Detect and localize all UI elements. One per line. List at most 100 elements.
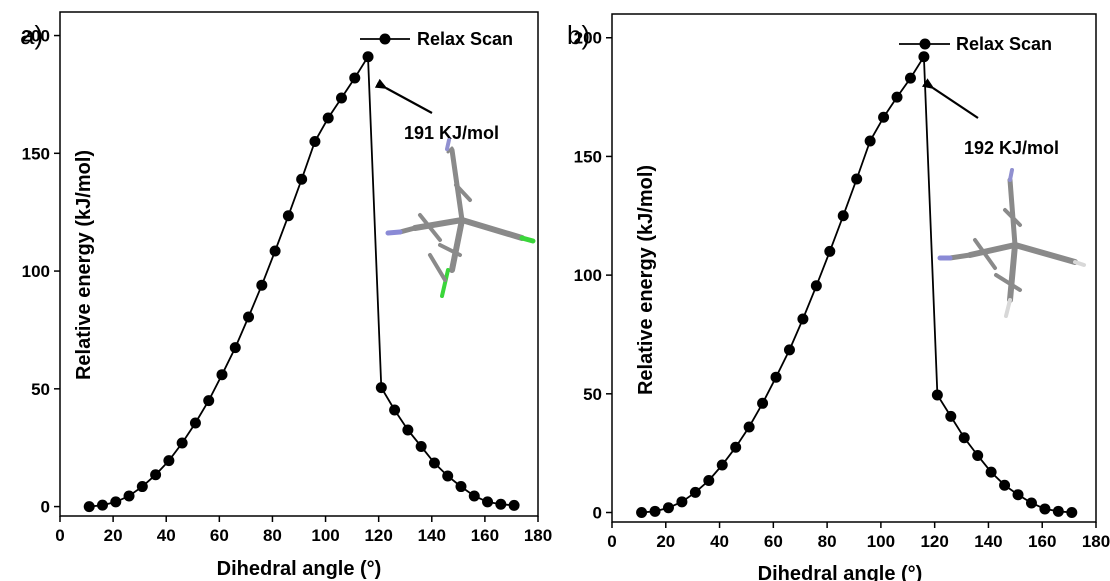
y-tick-label: 0 bbox=[593, 504, 602, 523]
legend-marker-a bbox=[379, 33, 391, 45]
x-tick-label: 60 bbox=[764, 532, 783, 551]
legend-b: Relax Scan bbox=[899, 34, 1052, 54]
y-tick-label: 200 bbox=[574, 29, 602, 48]
data-point bbox=[703, 474, 715, 486]
x-tick-label: 80 bbox=[263, 526, 282, 545]
axes-a: 0 20 40 60 80 100 120 140 160 180 0 50 100 150 200 bbox=[22, 27, 553, 545]
data-point bbox=[176, 437, 188, 449]
data-point bbox=[322, 112, 334, 124]
data-point bbox=[783, 344, 795, 356]
x-tick-label: 20 bbox=[656, 532, 675, 551]
annotation-label-a: 191 KJ/mol bbox=[404, 123, 499, 143]
annotation-arrow-b bbox=[921, 78, 979, 119]
data-point bbox=[689, 486, 701, 498]
y-tick-label: 0 bbox=[41, 498, 50, 517]
data-point bbox=[878, 111, 890, 123]
data-point bbox=[110, 496, 122, 508]
data-point bbox=[797, 313, 809, 325]
data-point bbox=[428, 457, 440, 469]
x-axis-title-b: Dihedral angle (°) bbox=[758, 563, 923, 581]
data-point bbox=[296, 173, 308, 185]
data-point bbox=[1039, 503, 1051, 515]
data-point bbox=[770, 371, 782, 383]
data-point bbox=[123, 490, 135, 502]
data-point bbox=[83, 501, 95, 513]
legend-label-b: Relax Scan bbox=[956, 34, 1052, 54]
x-tick-label: 80 bbox=[818, 532, 837, 551]
x-tick-label: 120 bbox=[364, 526, 392, 545]
axes-b: 0 20 40 60 80 100 120 140 160 180 0 50 100 150 200 bbox=[574, 29, 1110, 551]
data-point bbox=[757, 397, 769, 409]
data-point bbox=[375, 382, 387, 394]
y-tick-label: 50 bbox=[31, 380, 50, 399]
data-point bbox=[1012, 489, 1024, 501]
panel-label-a: a) bbox=[20, 20, 43, 50]
data-point bbox=[945, 410, 957, 422]
data-point bbox=[216, 369, 228, 381]
x-tick-label: 180 bbox=[524, 526, 552, 545]
legend-a: Relax Scan bbox=[360, 29, 513, 49]
x-tick-label: 180 bbox=[1082, 532, 1110, 551]
data-point bbox=[743, 421, 755, 433]
data-point bbox=[389, 404, 401, 416]
data-point bbox=[662, 502, 674, 514]
data-point bbox=[676, 496, 688, 508]
annotation-label-b: 192 KJ/mol bbox=[964, 138, 1059, 158]
x-tick-label: 60 bbox=[210, 526, 229, 545]
legend-marker-b bbox=[919, 38, 931, 50]
data-point bbox=[1025, 497, 1037, 509]
x-tick-label: 0 bbox=[55, 526, 64, 545]
y-tick-label: 150 bbox=[22, 144, 50, 163]
x-tick-label: 140 bbox=[418, 526, 446, 545]
data-point bbox=[349, 72, 361, 84]
x-tick-label: 100 bbox=[311, 526, 339, 545]
y-axis-title-a: Relative energy (kJ/mol) bbox=[73, 150, 95, 380]
data-point bbox=[958, 432, 970, 444]
annotation-arrow-a bbox=[374, 78, 433, 114]
data-point bbox=[508, 499, 520, 511]
data-point bbox=[851, 173, 863, 185]
y-axis-title-b: Relative energy (kJ/mol) bbox=[635, 165, 657, 395]
data-point bbox=[282, 210, 294, 222]
data-point bbox=[730, 441, 742, 453]
data-point bbox=[468, 490, 480, 502]
x-tick-label: 40 bbox=[157, 526, 176, 545]
data-point bbox=[415, 441, 427, 453]
x-tick-label: 160 bbox=[1028, 532, 1056, 551]
molecule-structure-chloro bbox=[385, 138, 536, 298]
data-point bbox=[442, 470, 454, 482]
y-tick-label: 100 bbox=[574, 266, 602, 285]
series-a bbox=[83, 51, 520, 513]
x-axis-title-a: Dihedral angle (°) bbox=[217, 558, 382, 580]
data-point bbox=[243, 311, 255, 323]
data-point bbox=[309, 136, 321, 148]
data-point bbox=[864, 135, 876, 147]
data-point bbox=[136, 481, 148, 493]
panel-a: a) 0 20 40 60 80 100 120 140 160 180050100150200 … bbox=[20, 11, 553, 580]
x-tick-label: 140 bbox=[974, 532, 1002, 551]
panel-b: b) 0 20 40 60 80 100 120 140 160 180050100150200 … bbox=[567, 13, 1110, 581]
data-point bbox=[362, 51, 374, 63]
data-point bbox=[203, 395, 215, 407]
data-point bbox=[649, 505, 661, 517]
data-point bbox=[150, 469, 162, 481]
plot-frame-a bbox=[59, 11, 539, 517]
data-point bbox=[931, 389, 943, 401]
data-point bbox=[402, 424, 414, 436]
data-point bbox=[837, 210, 849, 222]
data-point bbox=[163, 455, 175, 467]
data-point bbox=[810, 280, 822, 292]
data-point bbox=[269, 245, 281, 257]
data-point bbox=[999, 479, 1011, 491]
data-point bbox=[455, 481, 467, 493]
data-point bbox=[495, 498, 507, 510]
x-tick-label: 0 bbox=[607, 532, 616, 551]
plot-frame-b bbox=[611, 13, 1097, 523]
x-tick-label: 160 bbox=[471, 526, 499, 545]
y-tick-label: 150 bbox=[574, 147, 602, 166]
series-b bbox=[636, 51, 1078, 519]
data-point bbox=[985, 466, 997, 478]
data-point bbox=[335, 92, 347, 104]
data-point bbox=[1052, 505, 1064, 517]
